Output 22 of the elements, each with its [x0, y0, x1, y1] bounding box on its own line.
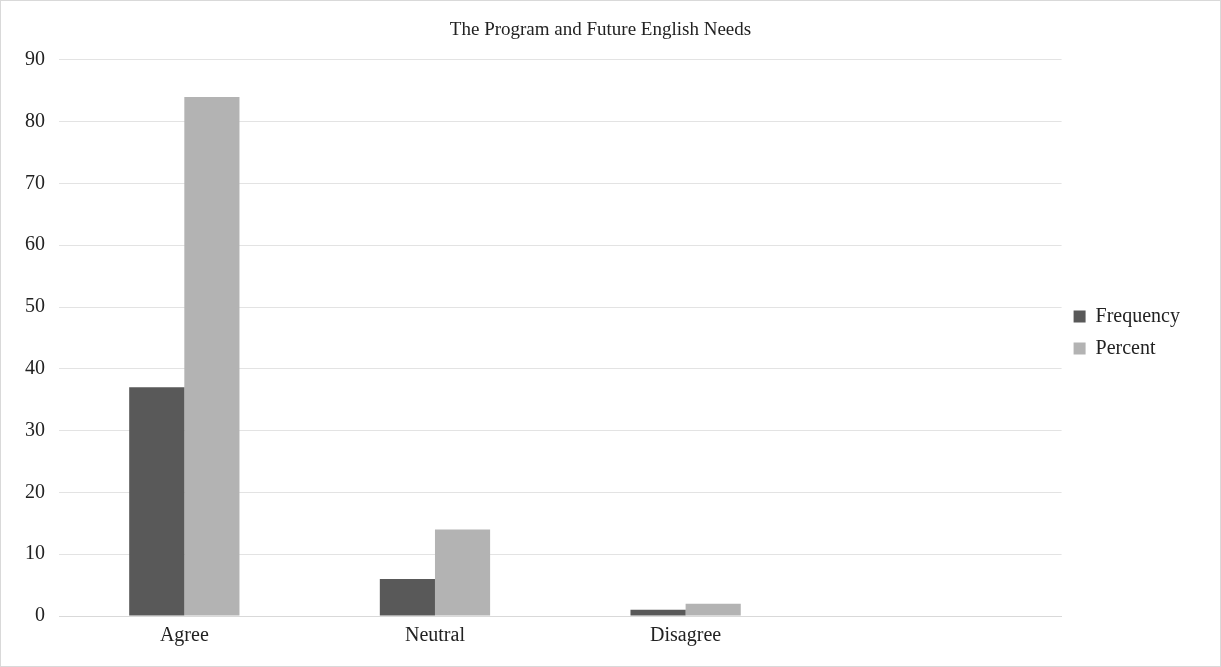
- bar: [434, 529, 491, 616]
- y-tick-label: 70: [25, 170, 45, 193]
- y-tick-label: 20: [25, 479, 45, 502]
- y-tick-label: 80: [25, 108, 45, 131]
- x-tick-label: Disagree: [650, 623, 722, 647]
- bar: [184, 96, 240, 616]
- bar: [379, 578, 435, 616]
- y-tick-label: 60: [25, 232, 45, 255]
- bar: [129, 387, 185, 616]
- bar: [630, 609, 686, 616]
- y-tick-label: 10: [25, 541, 45, 564]
- x-tick-label: Neutral: [404, 623, 466, 646]
- legend-label: Percent: [1095, 335, 1156, 358]
- x-tick-label: Agree: [159, 623, 209, 647]
- y-tick-label: 40: [25, 356, 45, 379]
- y-tick-label: 90: [25, 47, 45, 70]
- legend-label: Frequency: [1095, 303, 1181, 327]
- bar: [685, 603, 741, 616]
- y-tick-label: 30: [25, 417, 45, 440]
- y-tick-label: 0: [35, 603, 45, 626]
- y-tick-label: 50: [25, 294, 45, 317]
- chart-title: The Program and Future English Needs: [449, 18, 752, 40]
